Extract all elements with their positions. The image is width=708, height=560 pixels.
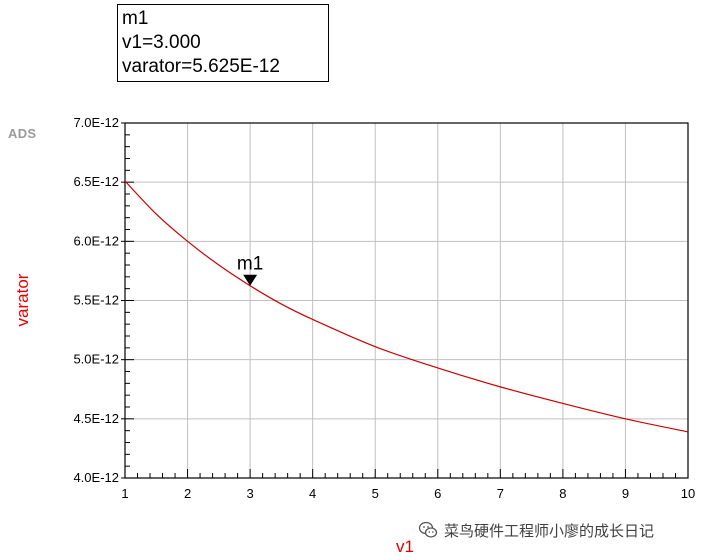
marker-readout-name: m1 xyxy=(122,8,149,29)
y-tick-label: 5.5E-12 xyxy=(73,293,119,308)
y-tick-label: 6.5E-12 xyxy=(73,174,119,189)
y-axis-label: varator xyxy=(13,273,32,326)
x-tick-label: 6 xyxy=(434,486,441,501)
marker-triangle xyxy=(243,274,258,286)
marker-readout-y: varator=5.625E-12 xyxy=(122,56,280,77)
watermark-text: 菜鸟硬件工程师小廖的成长日记 xyxy=(444,521,655,540)
plot-frame xyxy=(124,122,689,479)
watermark: 菜鸟硬件工程师小廖的成长日记 xyxy=(418,519,654,541)
ads-logo: ADS xyxy=(8,126,37,141)
y-tick-label: 6.0E-12 xyxy=(73,233,119,248)
y-tick-label: 4.0E-12 xyxy=(73,470,119,485)
y-tick-label: 5.0E-12 xyxy=(73,352,119,367)
x-tick-label: 10 xyxy=(681,486,695,501)
x-tick-label: 1 xyxy=(121,486,128,501)
wechat-icon xyxy=(418,521,438,538)
x-axis-label: v1 xyxy=(396,537,414,556)
x-tick-label: 8 xyxy=(559,486,566,501)
marker-label: m1 xyxy=(237,254,263,275)
x-tick-label: 2 xyxy=(184,486,191,501)
x-tick-label: 4 xyxy=(309,486,316,501)
x-tick-label: 3 xyxy=(246,486,253,501)
x-tick-label: 5 xyxy=(372,486,379,501)
marker-readout-x: v1=3.000 xyxy=(122,32,201,53)
x-tick-label: 7 xyxy=(497,486,504,501)
marker-readout-box: m1 v1=3.000 varator=5.625E-12 xyxy=(117,4,329,82)
series-line xyxy=(124,180,689,433)
y-tick-label: 4.5E-12 xyxy=(73,411,119,426)
y-tick-label: 7.0E-12 xyxy=(73,115,119,130)
x-tick-label: 9 xyxy=(622,486,629,501)
